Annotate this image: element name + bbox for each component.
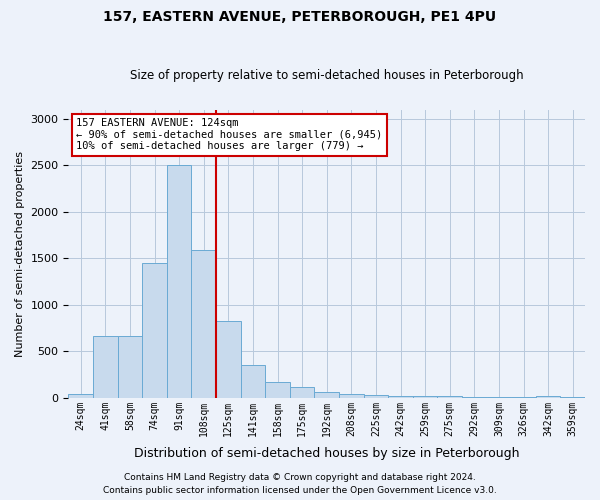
Bar xyxy=(216,320,241,398)
Bar xyxy=(118,336,142,398)
Y-axis label: Number of semi-detached properties: Number of semi-detached properties xyxy=(15,150,25,356)
Bar xyxy=(191,250,216,398)
Bar xyxy=(536,396,560,398)
Bar xyxy=(142,263,167,398)
Bar xyxy=(93,336,118,398)
Bar xyxy=(290,387,314,398)
Text: Contains HM Land Registry data © Crown copyright and database right 2024.
Contai: Contains HM Land Registry data © Crown c… xyxy=(103,474,497,495)
Title: Size of property relative to semi-detached houses in Peterborough: Size of property relative to semi-detach… xyxy=(130,69,524,82)
Bar xyxy=(339,394,364,398)
Bar xyxy=(265,382,290,398)
Bar xyxy=(314,392,339,398)
Bar xyxy=(462,397,487,398)
Text: 157 EASTERN AVENUE: 124sqm
← 90% of semi-detached houses are smaller (6,945)
10%: 157 EASTERN AVENUE: 124sqm ← 90% of semi… xyxy=(76,118,382,152)
Bar xyxy=(437,396,462,398)
Text: 157, EASTERN AVENUE, PETERBOROUGH, PE1 4PU: 157, EASTERN AVENUE, PETERBOROUGH, PE1 4… xyxy=(103,10,497,24)
Bar xyxy=(241,366,265,398)
X-axis label: Distribution of semi-detached houses by size in Peterborough: Distribution of semi-detached houses by … xyxy=(134,447,520,460)
Bar xyxy=(388,396,413,398)
Bar xyxy=(167,166,191,398)
Bar xyxy=(413,396,437,398)
Bar xyxy=(68,394,93,398)
Bar xyxy=(364,395,388,398)
